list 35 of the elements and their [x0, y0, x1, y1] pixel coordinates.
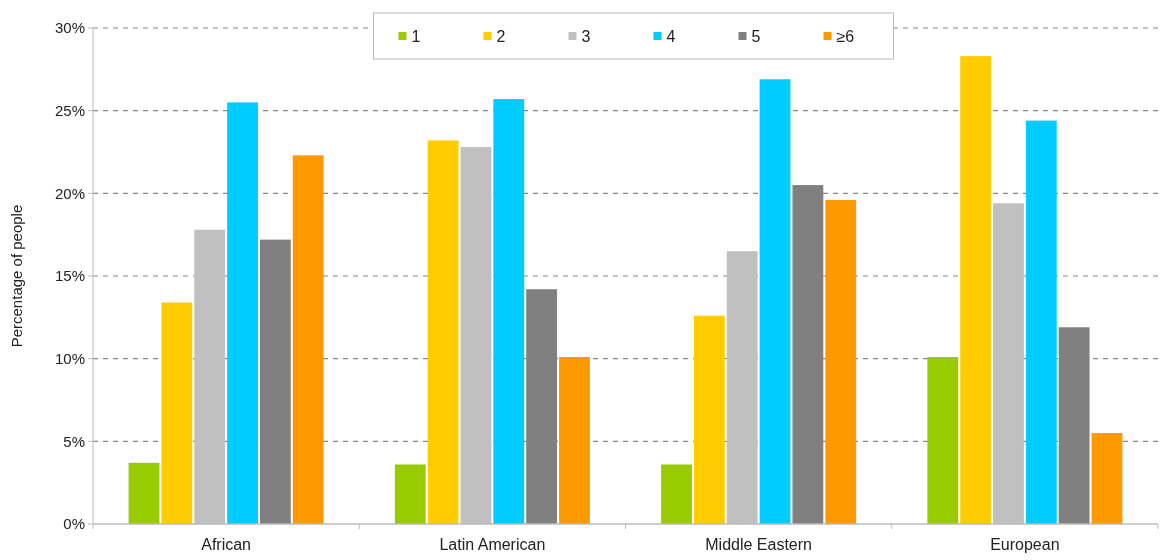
- legend-label: 1: [411, 27, 421, 45]
- bar: [259, 239, 291, 524]
- bar: [661, 464, 692, 524]
- bar: [759, 79, 791, 524]
- legend-label: 3: [581, 27, 591, 45]
- legend-label: 2: [496, 27, 506, 45]
- bar: [960, 56, 992, 524]
- bar: [825, 199, 857, 524]
- x-tick-label: African: [201, 536, 252, 553]
- y-tick-label: 5%: [63, 432, 85, 450]
- y-tick-label: 20%: [54, 184, 85, 202]
- x-tick-label: European: [990, 536, 1060, 553]
- bar: [1025, 120, 1057, 524]
- bar: [559, 357, 590, 524]
- bar: [1091, 433, 1123, 524]
- bar: [427, 140, 459, 524]
- y-tick-label: 0%: [63, 515, 85, 533]
- bar: [292, 155, 324, 524]
- bar: [161, 302, 193, 524]
- bar: [128, 462, 160, 524]
- bar: [927, 357, 959, 524]
- legend-label: ≥6: [836, 27, 855, 45]
- bar: [227, 102, 258, 524]
- y-axis-title: Percentage of people: [8, 204, 25, 348]
- x-tick-label: Middle Eastern: [705, 536, 812, 553]
- y-tick-label: 30%: [54, 19, 85, 37]
- bar: [394, 464, 426, 524]
- legend-label: 4: [666, 27, 676, 45]
- y-tick-label: 10%: [54, 349, 85, 367]
- bar: [693, 315, 725, 524]
- x-tick-label: Latin American: [439, 536, 546, 553]
- y-tick-label: 25%: [54, 101, 85, 119]
- bar: [493, 99, 525, 524]
- y-tick-label: 15%: [54, 267, 85, 285]
- legend-label: 5: [751, 27, 761, 45]
